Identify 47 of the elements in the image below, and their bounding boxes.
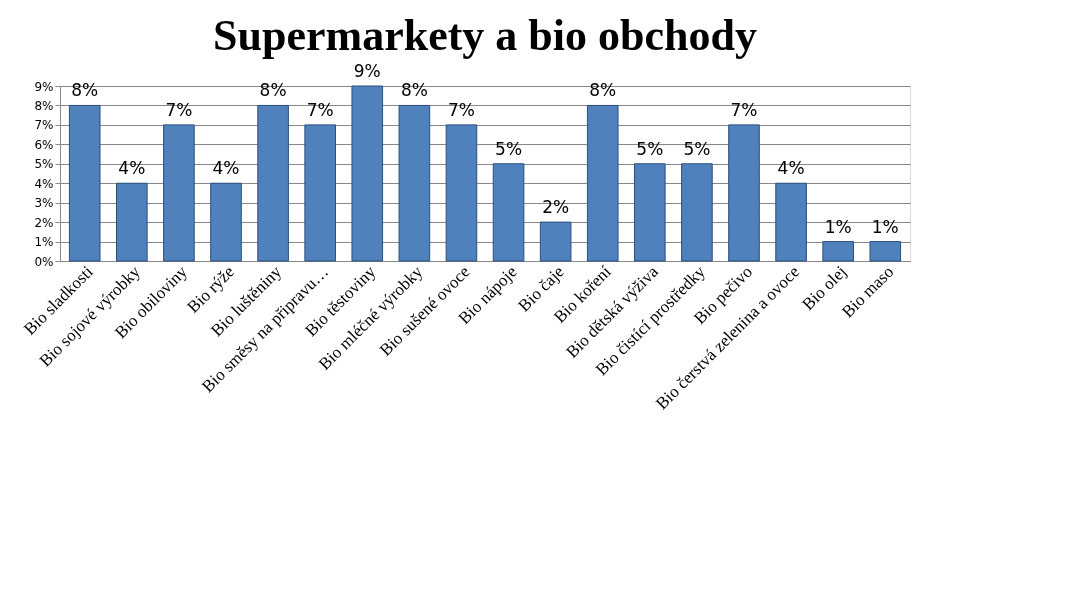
- bar: [351, 85, 384, 262]
- bar: [775, 182, 807, 262]
- y-tick-label: 9%: [34, 79, 54, 94]
- data-label: 7%: [165, 99, 193, 120]
- data-label: 7%: [306, 99, 334, 120]
- data-label: 4%: [212, 158, 240, 179]
- bar: [257, 104, 289, 262]
- bar: [586, 104, 619, 262]
- y-tick-label: 7%: [34, 118, 54, 133]
- bar: [68, 104, 101, 262]
- data-label: 8%: [400, 80, 428, 101]
- y-tick-label: 3%: [34, 196, 54, 211]
- y-tick-label: 4%: [34, 176, 54, 191]
- y-tick-label: 2%: [34, 215, 54, 230]
- bar: [398, 104, 431, 262]
- bar: [822, 241, 854, 262]
- y-tick-label: 5%: [34, 157, 54, 172]
- data-label: 5%: [636, 138, 664, 159]
- y-tick-label: 0%: [34, 254, 54, 269]
- data-label: 8%: [71, 80, 99, 101]
- bar: [869, 241, 902, 262]
- data-label: 7%: [730, 99, 758, 120]
- chart-title: Supermarkety a bio obchody: [213, 11, 757, 60]
- y-tick-label: 8%: [34, 98, 54, 113]
- data-label: 5%: [495, 138, 523, 159]
- bar: [539, 221, 572, 262]
- data-label: 7%: [447, 99, 475, 120]
- data-label: 9%: [353, 61, 381, 81]
- y-tick-label: 6%: [34, 137, 54, 152]
- bar: [116, 182, 148, 262]
- bar: [728, 124, 760, 262]
- data-label: 5%: [683, 138, 711, 159]
- data-label: 8%: [259, 80, 287, 101]
- data-label: 4%: [118, 158, 146, 179]
- bar: [634, 163, 666, 262]
- data-label: 2%: [542, 197, 570, 218]
- y-tick-label: 1%: [34, 235, 54, 250]
- bar: [210, 182, 242, 262]
- bar: [304, 124, 336, 262]
- data-label: 4%: [777, 158, 805, 179]
- bar: [681, 163, 713, 262]
- bar: [163, 124, 195, 262]
- data-label: 1%: [824, 216, 852, 237]
- bar: [445, 124, 478, 262]
- data-label: 1%: [871, 216, 899, 237]
- bar: [492, 163, 525, 262]
- data-label: 8%: [589, 80, 617, 101]
